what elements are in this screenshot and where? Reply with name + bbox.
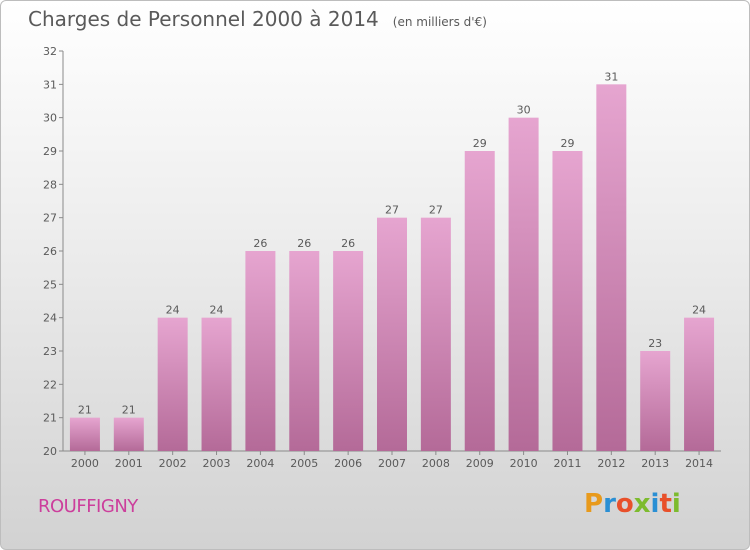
chart-title: Charges de Personnel 2000 à 2014 (en mill…: [28, 7, 487, 31]
x-tick-label: 2013: [641, 457, 669, 470]
data-label: 21: [122, 404, 136, 417]
y-tick-label: 23: [43, 345, 57, 358]
data-label: 30: [517, 104, 531, 117]
x-tick-label: 2008: [422, 457, 450, 470]
data-label: 21: [78, 404, 92, 417]
proxiti-logo: Proxiti: [584, 489, 681, 519]
y-tick-label: 24: [43, 312, 57, 325]
bar: [69, 417, 100, 451]
x-tick-label: 2006: [334, 457, 362, 470]
y-tick-label: 31: [43, 78, 57, 91]
data-label: 29: [473, 137, 487, 150]
logo-letter: r: [603, 489, 616, 519]
bar: [289, 251, 320, 451]
y-tick-label: 25: [43, 278, 57, 291]
bar: [157, 317, 188, 451]
y-tick-label: 21: [43, 412, 57, 425]
data-label: 29: [560, 137, 574, 150]
logo-letter: t: [659, 489, 672, 519]
bar: [201, 317, 232, 451]
x-tick-label: 2009: [466, 457, 494, 470]
logo-letter: i: [650, 489, 660, 519]
x-tick-label: 2007: [378, 457, 406, 470]
bar: [640, 351, 671, 451]
y-tick-label: 32: [43, 45, 57, 58]
bar: [596, 84, 627, 451]
x-tick-label: 2010: [510, 457, 538, 470]
x-tick-label: 2003: [203, 457, 231, 470]
x-tick-label: 2011: [553, 457, 581, 470]
logo-letter: o: [615, 489, 634, 519]
x-tick-label: 2012: [597, 457, 625, 470]
x-tick-label: 2004: [246, 457, 274, 470]
bar: [377, 217, 407, 451]
logo-letter: i: [671, 489, 681, 519]
x-tick-label: 2000: [71, 457, 99, 470]
data-label: 26: [297, 237, 311, 250]
y-tick-label: 27: [43, 212, 57, 225]
y-tick-label: 30: [43, 112, 57, 125]
data-label: 24: [210, 304, 224, 317]
x-tick-label: 2001: [115, 457, 143, 470]
data-label: 27: [385, 204, 399, 217]
data-label: 24: [166, 304, 180, 317]
data-label: 27: [429, 204, 443, 217]
data-label: 24: [692, 304, 706, 317]
data-label: 31: [604, 70, 618, 83]
x-tick-label: 2014: [685, 457, 713, 470]
y-tick-label: 29: [43, 145, 57, 158]
chart-subtitle: (en milliers d'€): [392, 15, 487, 29]
bar: [113, 417, 144, 451]
y-tick-label: 20: [43, 445, 57, 458]
y-tick-label: 26: [43, 245, 57, 258]
bar: [464, 151, 495, 451]
logo-letter: x: [633, 489, 651, 519]
logo-letter: P: [584, 489, 604, 519]
bar: [684, 317, 715, 451]
data-label: 23: [648, 337, 662, 350]
y-tick-label: 22: [43, 378, 57, 391]
bar: [508, 117, 539, 452]
x-tick-label: 2002: [159, 457, 187, 470]
y-tick-label: 28: [43, 178, 57, 191]
bar: [333, 251, 364, 451]
data-label: 26: [253, 237, 267, 250]
bar: [245, 251, 276, 451]
x-tick-label: 2005: [290, 457, 318, 470]
bar: [552, 151, 583, 451]
bar: [420, 217, 451, 451]
commune-name: ROUFFIGNY: [38, 496, 138, 517]
title-text: Charges de Personnel 2000 à 2014: [28, 7, 379, 31]
data-label: 26: [341, 237, 355, 250]
